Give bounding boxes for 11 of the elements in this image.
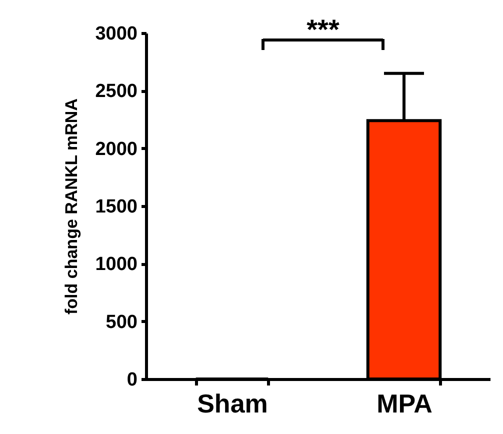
- y-tick-label: 2500: [95, 81, 138, 102]
- y-tick-label: 1000: [95, 254, 138, 276]
- y-tick-label: 3000: [95, 24, 138, 44]
- y-tick-label: 2000: [95, 138, 138, 160]
- y-tick-label: 500: [106, 312, 138, 333]
- x-tick-label: MPA: [376, 388, 433, 418]
- y-axis-title: fold change RANKL mRNA: [62, 98, 82, 314]
- y-tick-label: 0: [126, 370, 138, 390]
- y-tick-label: 1500: [95, 196, 138, 218]
- annotation: ***: [306, 14, 340, 45]
- x-tick-label: Sham: [197, 388, 268, 418]
